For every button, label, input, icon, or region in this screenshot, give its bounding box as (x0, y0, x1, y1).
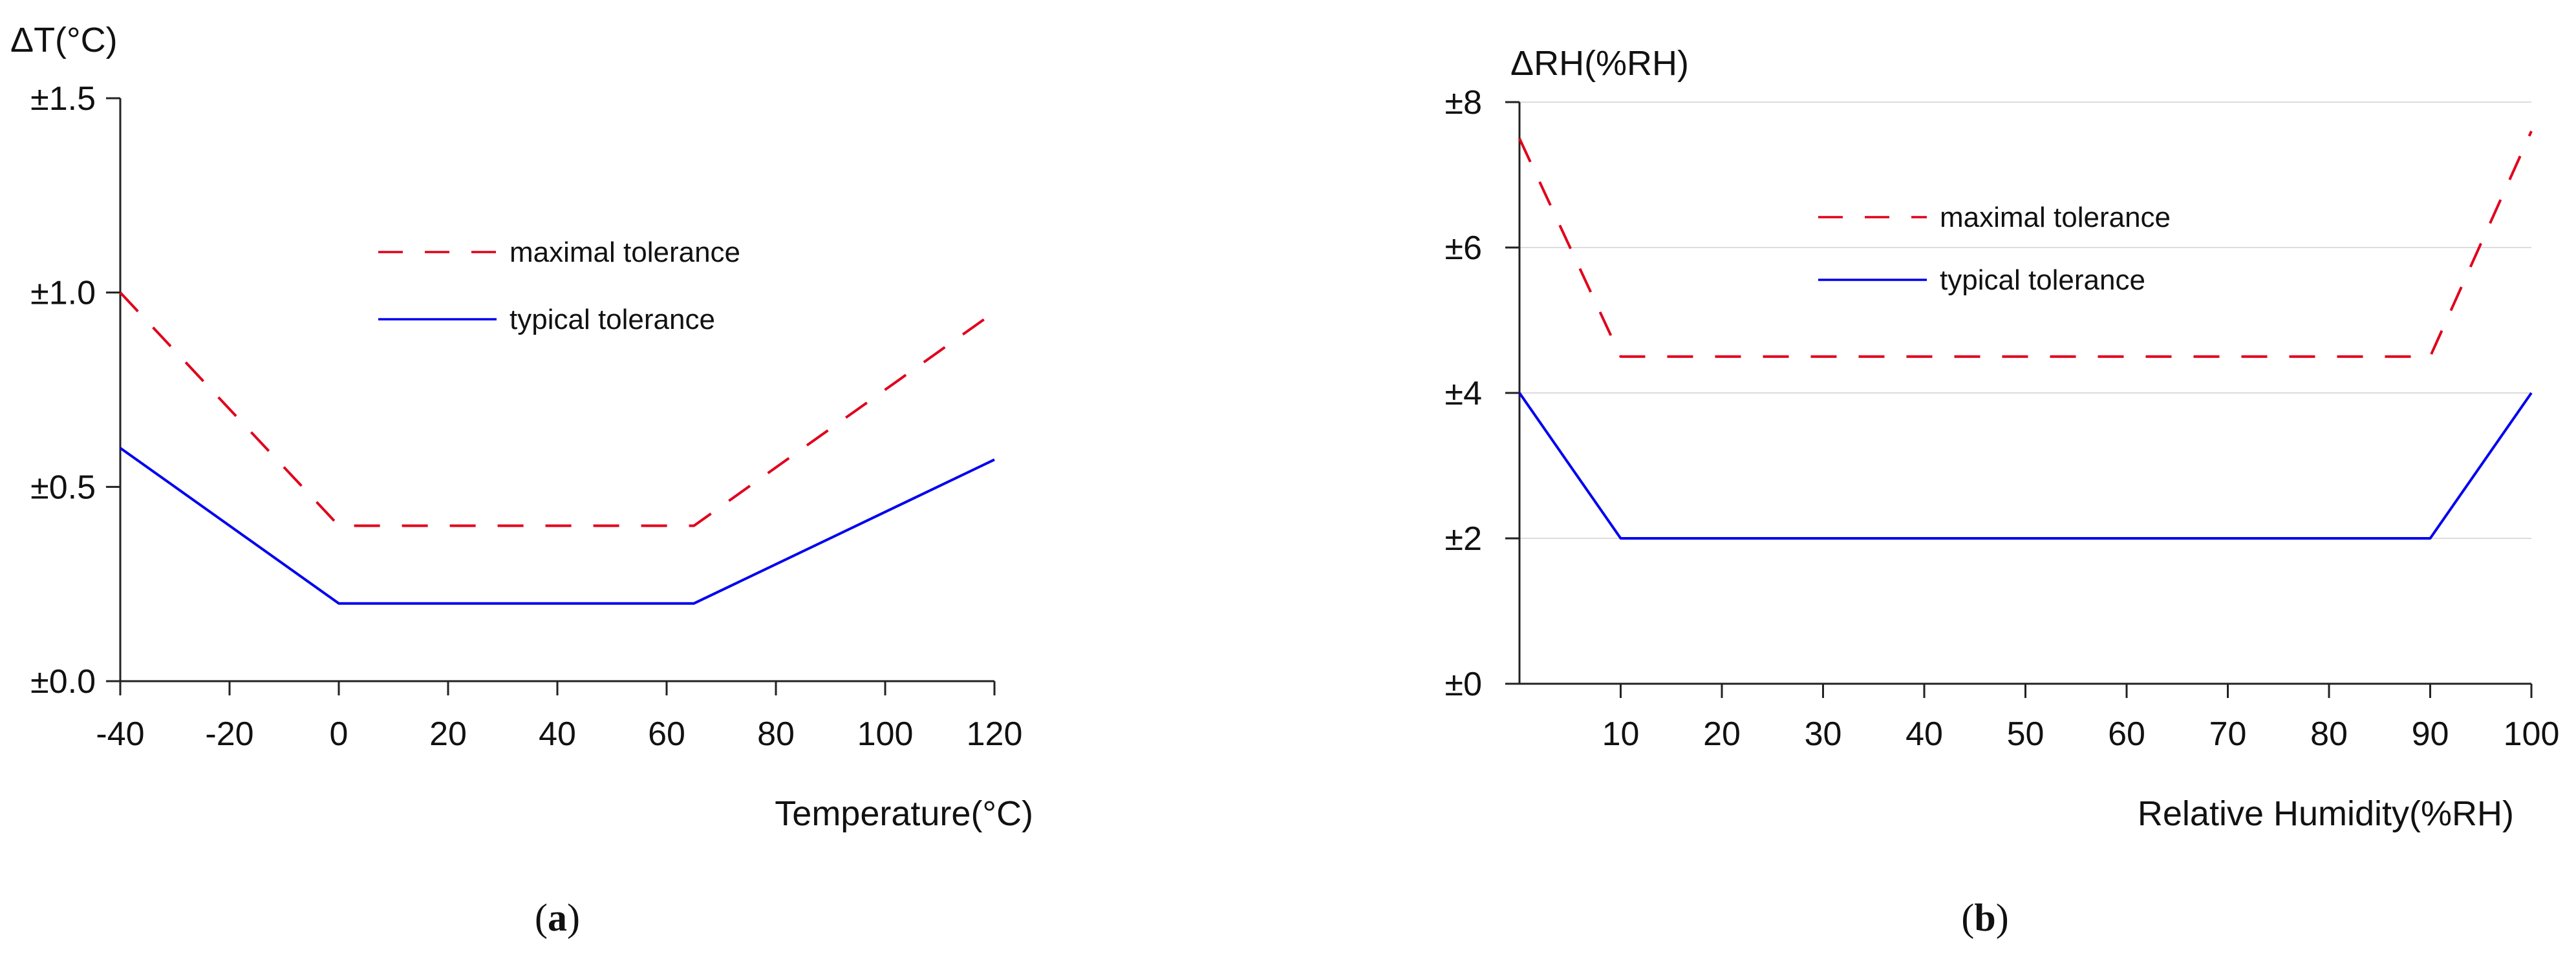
x-tick-label: 0 (330, 715, 349, 753)
x-tick-label: 20 (1703, 715, 1741, 753)
x-tick-label: 120 (967, 715, 1023, 753)
x-tick-label: 100 (2504, 715, 2560, 753)
x-tick-label: 60 (2108, 715, 2145, 753)
x-tick-label: -40 (96, 715, 144, 753)
x-tick-label: 70 (2209, 715, 2247, 753)
maximal-tolerance-line (119, 291, 996, 527)
legend-label: typical tolerance (1940, 264, 2145, 296)
legend-label: maximal tolerance (510, 237, 740, 268)
x-tick-label: 10 (1602, 715, 1640, 753)
y-axis-title: ΔT(°C) (10, 21, 118, 59)
panel-b: ±0 ±2 ±4 ±6 ±8 10 20 30 40 50 60 70 80 90 100 maximal t… (1445, 44, 2560, 939)
panel-caption: (b) (1961, 896, 2008, 939)
x-tick-label: 40 (539, 715, 576, 753)
y-tick-label: ±6 (1445, 229, 1482, 267)
x-tick-label: 90 (2412, 715, 2449, 753)
panel-label: b (1974, 896, 1995, 939)
typical-tolerance-line (1518, 392, 2533, 540)
x-tick-label: 30 (1805, 715, 1842, 753)
x-tick-label: -20 (205, 715, 253, 753)
x-axis-title: Relative Humidity(%RH) (2138, 794, 2514, 833)
y-tick-label: ±1.5 (30, 80, 96, 118)
x-tick-label: 80 (757, 715, 795, 753)
x-tick-label: 80 (2310, 715, 2348, 753)
legend-label: maximal tolerance (1940, 202, 2171, 233)
y-tick-label: ±8 (1445, 84, 1482, 121)
x-tick-label: 60 (648, 715, 685, 753)
y-axis-title: ΔRH(%RH) (1510, 44, 1689, 83)
y-tick-label: ±0 (1445, 666, 1482, 703)
maximal-tolerance-line (1518, 131, 2533, 358)
x-tick-label: 40 (1905, 715, 1943, 753)
panel-label: a (548, 896, 567, 939)
panel-a: ±0.0 ±0.5 ±1.0 ±1.5 -40 -20 0 20 40 60 80 100 120 max… (10, 21, 1033, 939)
legend-label: typical tolerance (510, 304, 715, 335)
x-tick-label: 100 (857, 715, 914, 753)
y-tick-label: ±2 (1445, 520, 1482, 558)
y-tick-label: ±0.5 (30, 469, 96, 506)
x-tick-label: 50 (2007, 715, 2045, 753)
y-tick-label: ±4 (1445, 375, 1482, 412)
y-tick-label: ±1.0 (30, 275, 96, 312)
typical-tolerance-line (119, 447, 995, 605)
y-tick-label: ±0.0 (30, 663, 96, 701)
x-tick-label: 20 (429, 715, 467, 753)
panel-caption: (a) (535, 896, 580, 939)
x-axis-title: Temperature(°C) (775, 794, 1033, 833)
